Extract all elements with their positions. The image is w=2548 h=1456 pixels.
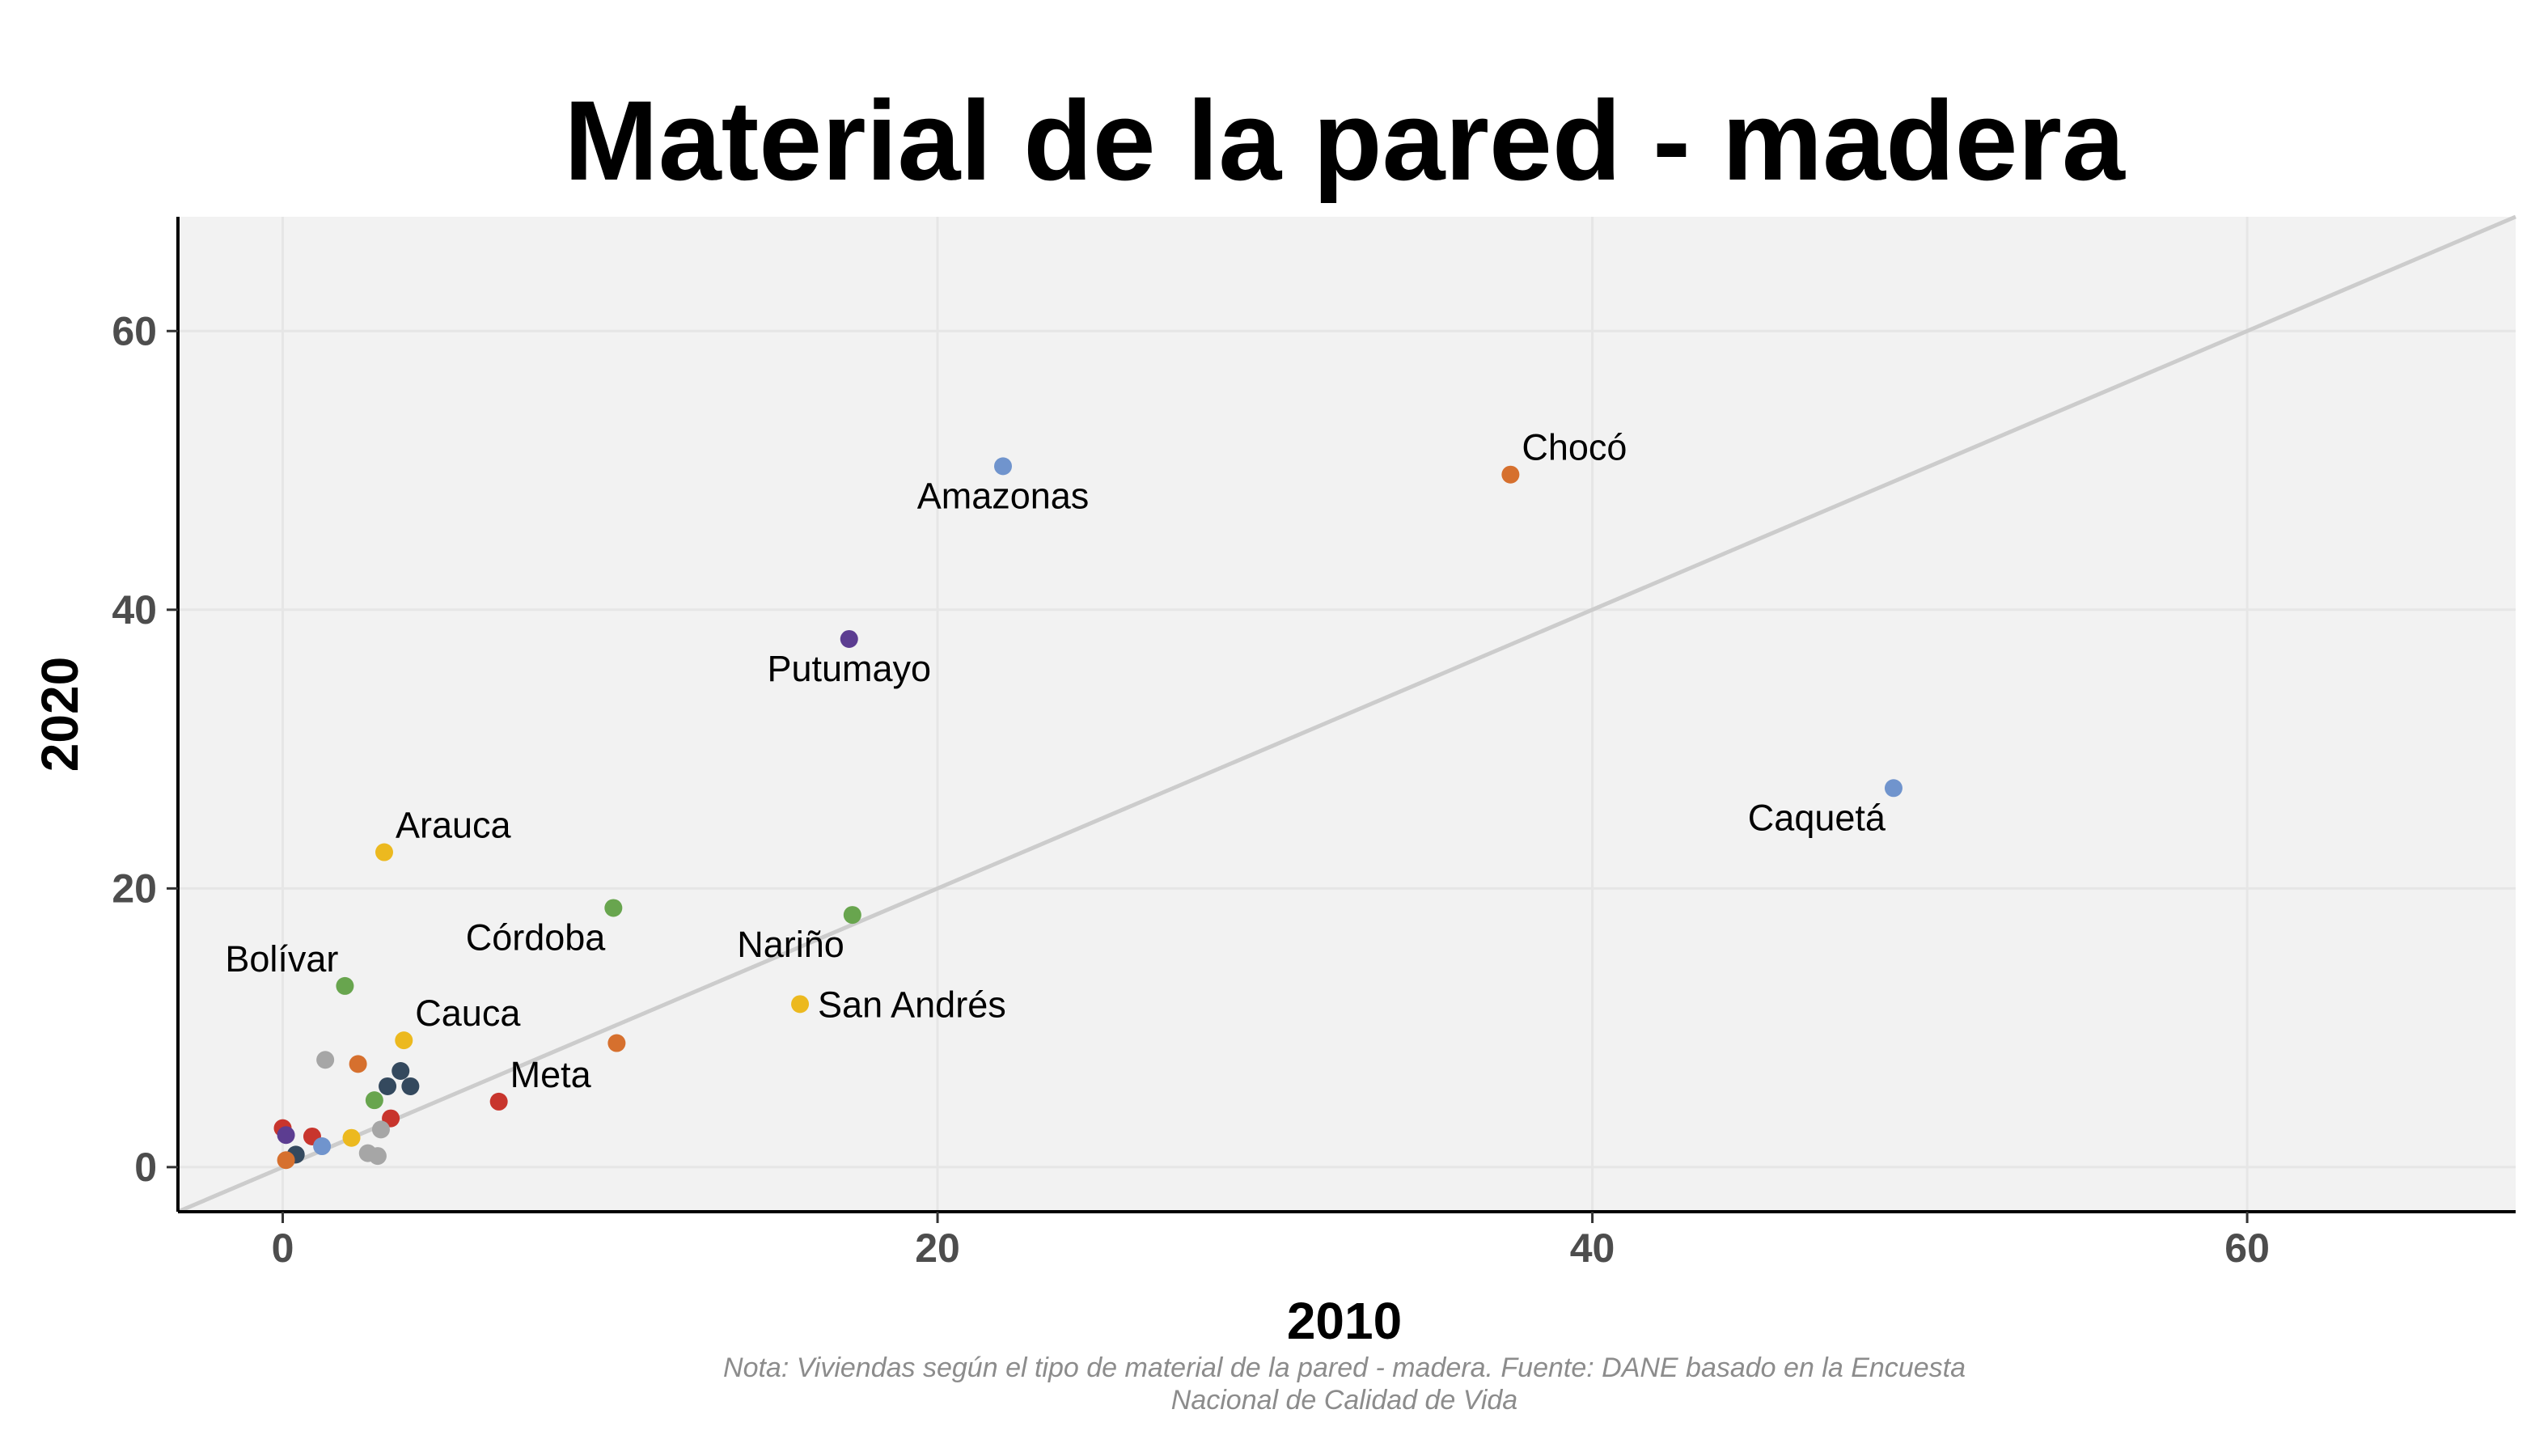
- point-label: Amazonas: [917, 475, 1090, 516]
- data-point: [371, 1120, 390, 1139]
- reference-line-layer: [177, 214, 2516, 1214]
- data-point-cauca: [395, 1031, 413, 1050]
- point-label: Caquetá: [1748, 797, 1886, 838]
- data-point: [316, 1051, 335, 1069]
- data-point: [277, 1126, 295, 1145]
- data-point: [349, 1055, 367, 1073]
- point-label: Arauca: [396, 805, 512, 846]
- note-line-2: Nacional de Calidad de Vida: [1171, 1385, 1517, 1416]
- data-point: [313, 1137, 332, 1156]
- x-tick-label: 0: [272, 1225, 294, 1271]
- data-point: [277, 1151, 295, 1170]
- data-point: [342, 1128, 361, 1147]
- point-label: Nariño: [737, 924, 844, 965]
- y-axis-ticks: 0 20 40 60: [112, 308, 178, 1190]
- y-tick-label: 0: [134, 1145, 157, 1190]
- data-point-amazonas: [994, 457, 1012, 476]
- data-point-putumayo: [840, 629, 858, 648]
- point-label: Cauca: [415, 993, 521, 1034]
- y-axis-title: 2020: [31, 657, 89, 772]
- data-point: [392, 1062, 410, 1081]
- data-point-caquetá: [1884, 779, 1903, 798]
- grid-lines: [178, 217, 2516, 1212]
- y-tick-label: 40: [112, 587, 157, 633]
- x-tick-label: 60: [2224, 1225, 2270, 1271]
- point-label: Meta: [510, 1054, 592, 1095]
- x-tick-label: 40: [1570, 1225, 1615, 1271]
- data-point: [365, 1091, 383, 1110]
- data-point-arauca: [375, 843, 393, 861]
- data-point-nariño: [843, 906, 861, 925]
- data-points: [273, 457, 1903, 1170]
- reference-diagonal-line: [177, 214, 2516, 1214]
- x-axis-title: 2010: [1287, 1292, 1402, 1350]
- x-tick-label: 20: [915, 1225, 960, 1271]
- x-axis-ticks: 0 20 40 60: [272, 1212, 2270, 1271]
- data-point-san-andrés: [791, 995, 810, 1014]
- point-label: San Andrés: [818, 984, 1006, 1025]
- point-labels: Amazonas Chocó Putumayo Caquetá Arauca Córdob…: [225, 427, 1886, 1095]
- data-point: [607, 1034, 626, 1052]
- y-tick-label: 60: [112, 308, 157, 353]
- point-label: Chocó: [1522, 427, 1627, 468]
- note-line-1: Nota: Viviendas según el tipo de materia…: [723, 1352, 1966, 1383]
- data-point: [368, 1147, 387, 1166]
- y-tick-label: 20: [112, 866, 157, 911]
- point-label: Bolívar: [225, 938, 338, 980]
- data-point: [379, 1077, 397, 1095]
- data-point-bolívar: [336, 976, 354, 995]
- data-point: [401, 1077, 420, 1095]
- data-point-chocó: [1501, 465, 1520, 484]
- point-label: Putumayo: [767, 648, 931, 689]
- data-point-córdoba: [604, 899, 623, 917]
- point-label: Córdoba: [466, 916, 607, 958]
- data-point-meta: [489, 1092, 508, 1111]
- chart-title: Material de la pared - madera: [564, 77, 2126, 204]
